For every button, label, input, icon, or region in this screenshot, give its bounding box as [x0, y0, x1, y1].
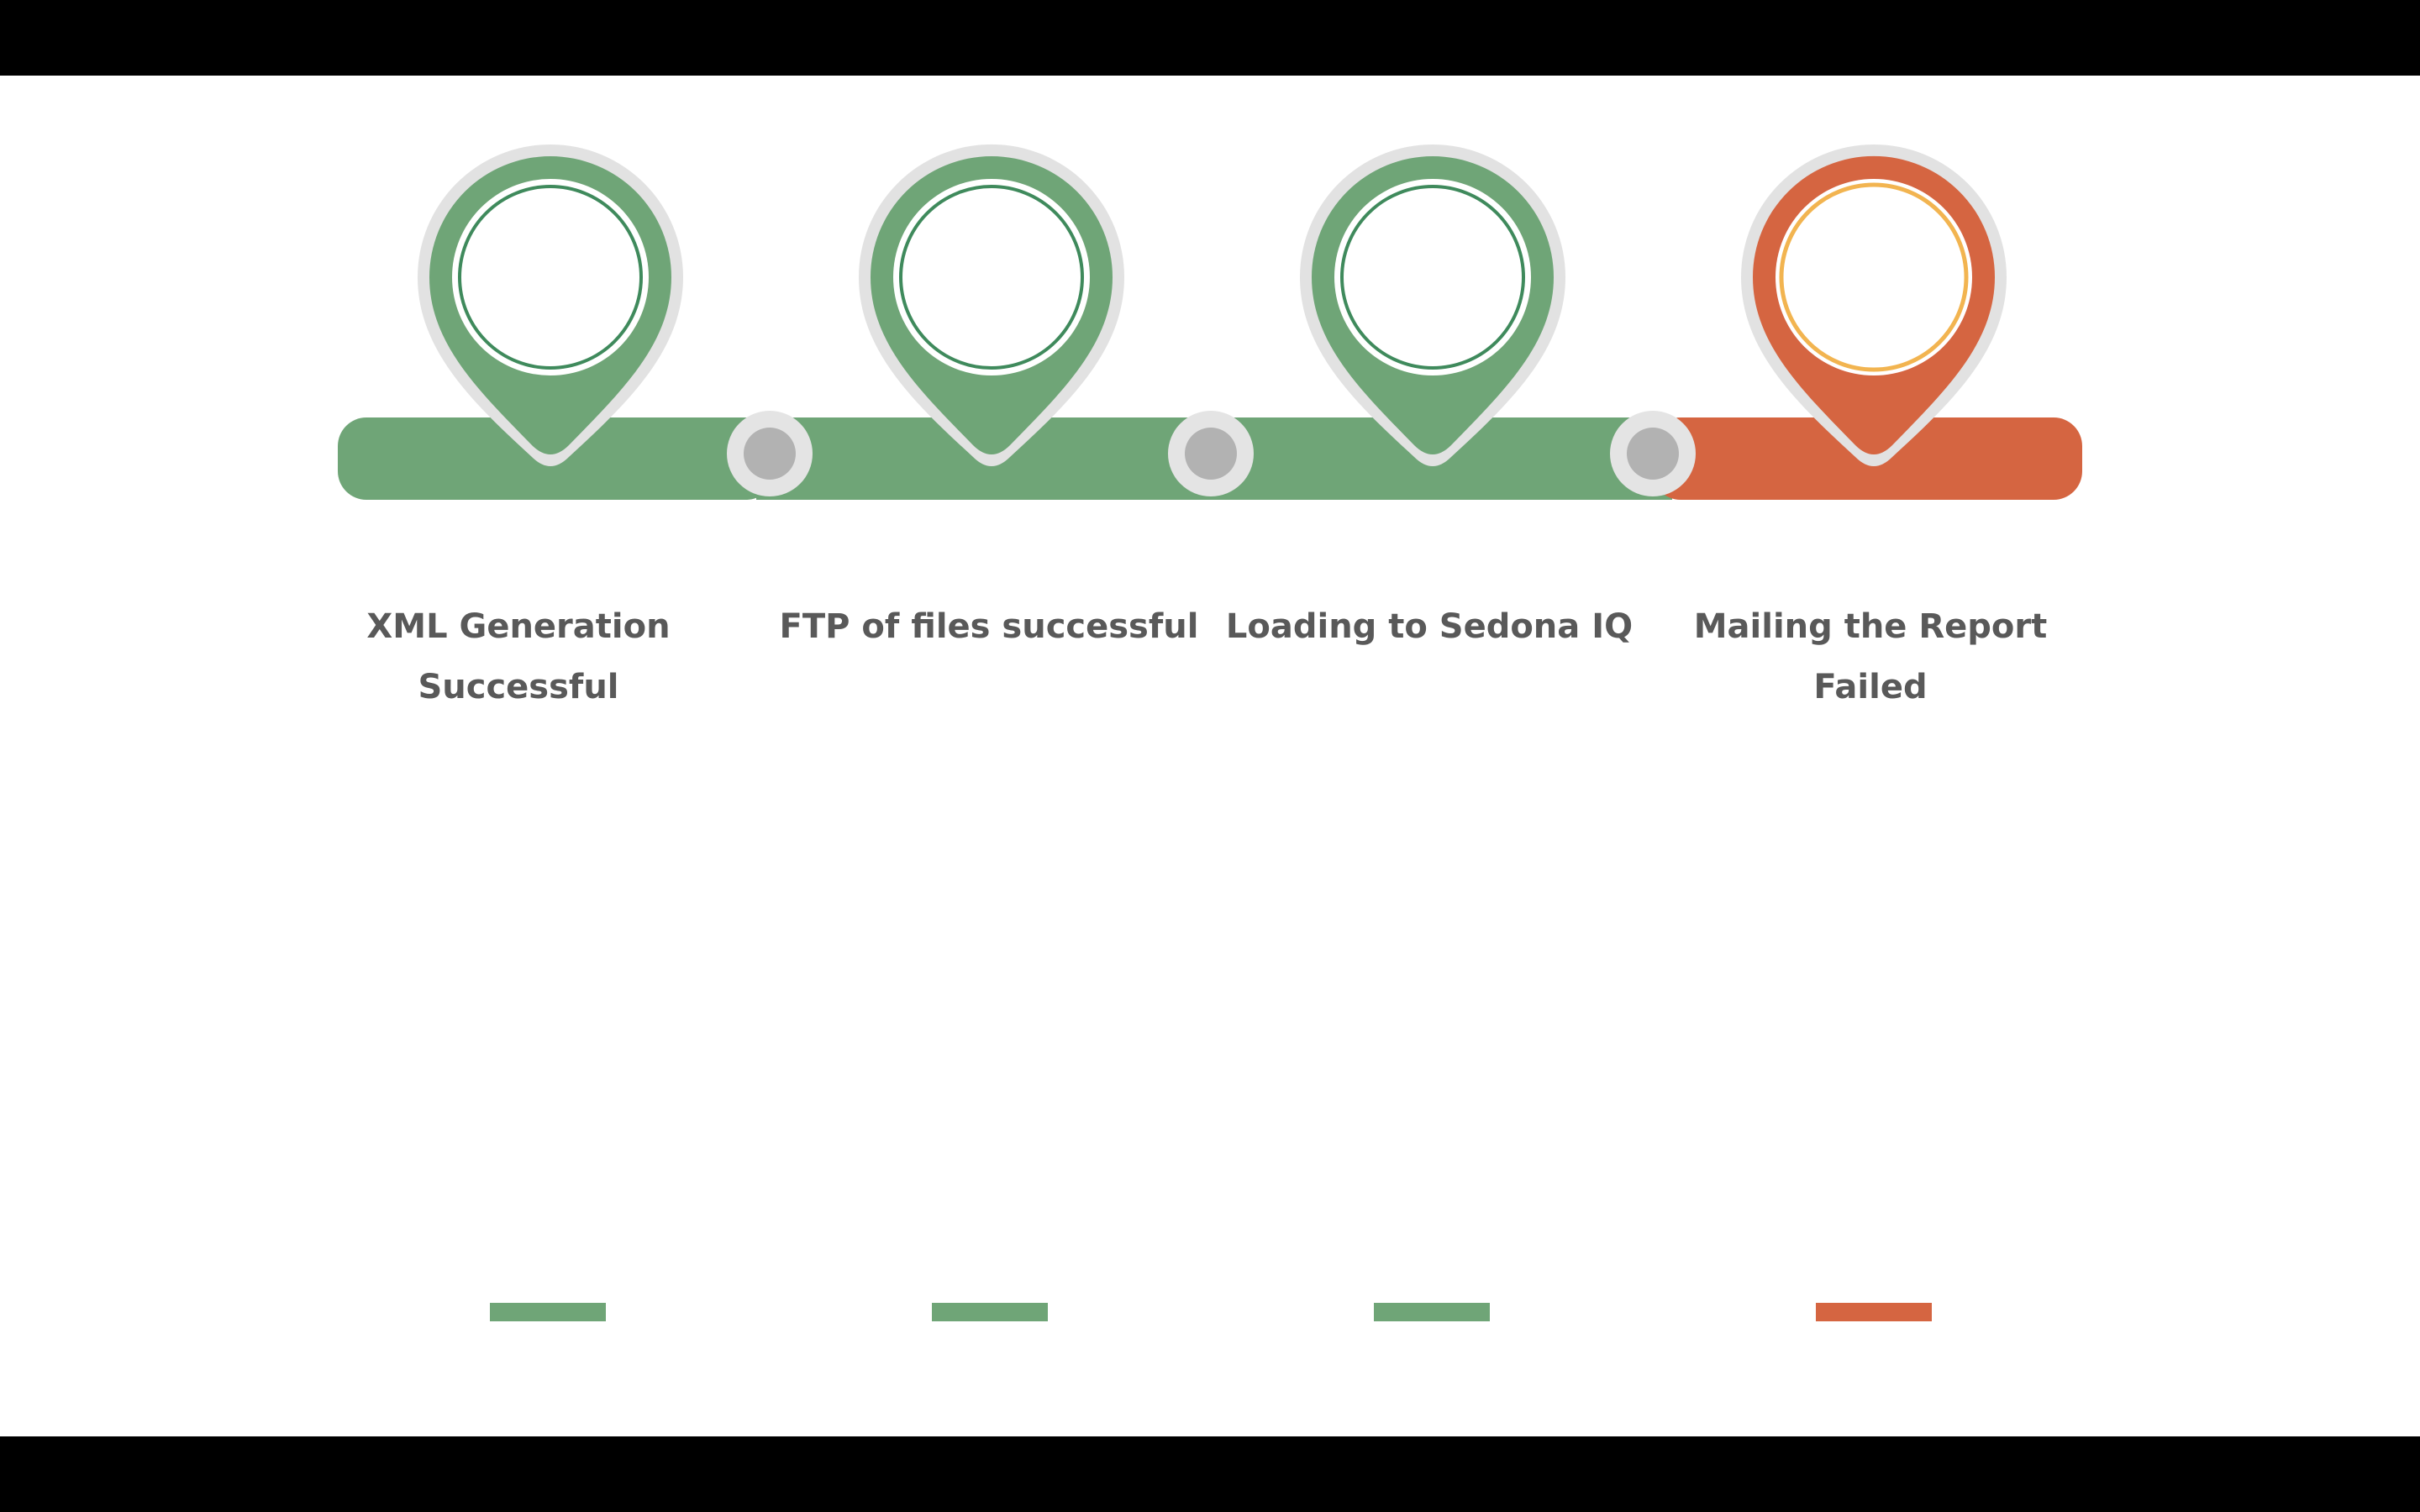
connector-node	[1610, 411, 1696, 496]
map-pin-icon	[859, 144, 1125, 466]
bottom-letterbox-bar	[0, 1436, 2420, 1512]
connector-node	[727, 411, 813, 496]
slide-canvas	[0, 76, 2420, 1436]
pin-inner-circle	[899, 185, 1084, 370]
map-pin-icon	[1741, 144, 2007, 466]
step-label-loading-sedona: Loading to Sedona IQ	[1225, 607, 1634, 646]
connector-dot	[744, 428, 796, 480]
step-label-ftp-files: FTP of files successful	[779, 607, 1199, 646]
connector-node	[1168, 411, 1254, 496]
connector-dot	[1627, 428, 1679, 480]
pin-inner-circle	[1779, 182, 1969, 372]
step-label-xml-generation: XML Generation Successful	[366, 607, 671, 706]
pin-inner-circle	[458, 185, 643, 370]
map-pin-icon	[418, 144, 683, 466]
status-dash-2	[932, 1303, 1048, 1321]
status-dash-4	[1816, 1303, 1932, 1321]
connector-dot	[1185, 428, 1237, 480]
step-label-mailing-report: Mailing the Report Failed	[1693, 607, 2048, 706]
map-pin-icon	[1300, 144, 1565, 466]
top-letterbox-bar	[0, 0, 2420, 76]
pin-inner-circle	[1340, 185, 1525, 370]
status-dash-3	[1374, 1303, 1490, 1321]
status-dash-1	[490, 1303, 606, 1321]
